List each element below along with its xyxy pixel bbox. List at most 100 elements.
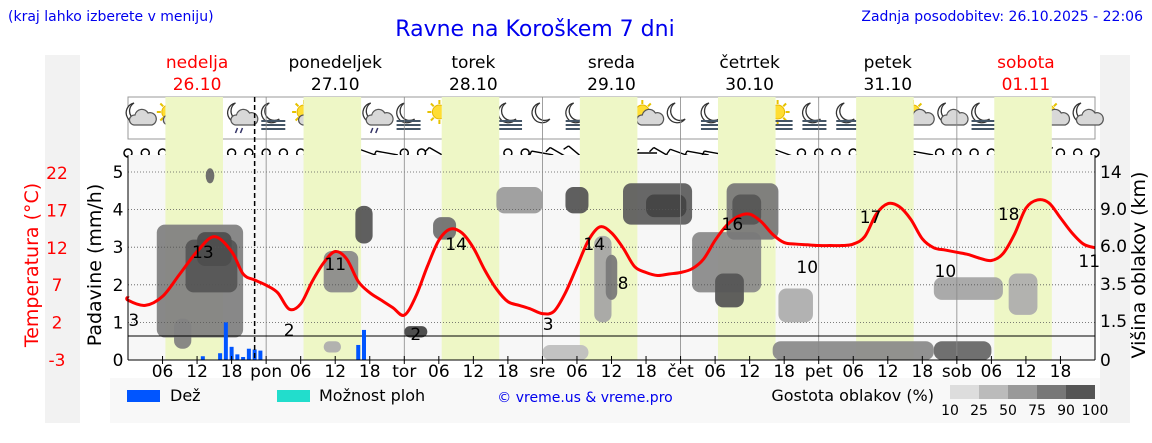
cloud-cell <box>205 168 215 184</box>
day-date: 31.10 <box>863 75 912 95</box>
x-tick-label: pon <box>250 362 282 382</box>
day-name: ponedeljek <box>288 53 382 73</box>
moon-shape <box>700 102 720 124</box>
wind-shaft <box>911 150 934 156</box>
cloud-cell <box>323 341 341 353</box>
cloud-cell <box>933 341 992 360</box>
moon-shape <box>801 102 821 124</box>
cloud-cell <box>933 277 1003 300</box>
cloud-shape <box>1075 108 1104 126</box>
x-tick-label: 06 <box>981 362 1003 382</box>
density-scale-label: 90 <box>1057 403 1075 419</box>
rain-bar <box>235 354 240 360</box>
rain-drop <box>370 127 374 134</box>
temperature-label: 8 <box>618 274 629 294</box>
temperature-tick-label: 17 <box>46 201 68 221</box>
day-date: 30.10 <box>725 75 774 95</box>
moon-fog-icon <box>801 102 827 130</box>
moon-icon <box>531 102 551 124</box>
cloud-shape <box>230 108 259 126</box>
temperature-label: 17 <box>860 208 882 228</box>
cloud-cell <box>404 326 428 338</box>
cloud-height-tick-label: 3.5 <box>1100 275 1127 295</box>
cloud-cell <box>605 254 618 300</box>
temperature-label: 10 <box>935 262 957 282</box>
day-name: torek <box>451 53 495 73</box>
day-name: nedelja <box>166 53 228 73</box>
wind-feather <box>563 145 569 150</box>
temperature-line <box>125 198 1096 317</box>
sun-ray <box>430 116 435 122</box>
precip-axis-title: Padavine (mm/h) <box>84 184 106 347</box>
cloud-shape <box>365 108 394 126</box>
legend-rain-label: Dež <box>170 386 201 405</box>
x-tick-label: 18 <box>912 362 934 382</box>
x-tick-label: tor <box>392 362 416 382</box>
x-tick-label: 12 <box>877 362 899 382</box>
rain-drop <box>234 127 239 134</box>
moon-rain-icon <box>362 102 394 134</box>
day-name: četrtek <box>719 53 780 73</box>
sun-ray <box>430 102 435 108</box>
moon-fog-icon <box>497 102 523 130</box>
temperature-series <box>125 198 1096 317</box>
day-name: sobota <box>997 53 1055 73</box>
rain-bar <box>223 322 228 360</box>
day-date: 26.10 <box>173 75 222 95</box>
daylight-band <box>303 97 362 360</box>
cloud-cell <box>565 187 589 214</box>
temperature-label: 14 <box>445 235 467 255</box>
cloud-shape <box>940 108 969 126</box>
sun-ray <box>159 102 164 108</box>
cloud-height-tick-label: 14 <box>1100 163 1122 183</box>
temperature-tick-label: 2 <box>52 314 63 334</box>
wind-shaft <box>686 150 709 156</box>
moon-fog-icon <box>971 102 996 130</box>
rain-bar <box>200 356 205 360</box>
wind-feather <box>649 147 655 153</box>
moon-shape <box>531 102 551 124</box>
density-swatch <box>979 385 1008 399</box>
x-tick-label: 06 <box>290 362 312 382</box>
precip-tick-label: 2 <box>113 276 124 296</box>
x-tick-label: 18 <box>635 362 657 382</box>
temperature-label: 2 <box>410 325 421 345</box>
moon-shape <box>260 102 280 124</box>
moon-cloud-icon <box>125 102 157 126</box>
wind-shaft <box>376 150 398 156</box>
rain-drop <box>239 127 244 134</box>
cloud-cell <box>355 205 373 244</box>
daylight-band <box>994 97 1052 360</box>
cloud-cell <box>496 187 543 214</box>
credit-link[interactable]: © vreme.us & vreme.pro <box>497 390 672 406</box>
cloud-cell <box>1008 273 1038 315</box>
x-tick-label: pet <box>805 362 833 382</box>
moon-shape <box>835 102 855 124</box>
moon-shape <box>666 102 686 124</box>
temperature-label: 11 <box>1078 252 1100 272</box>
precip-tick-label: 0 <box>113 351 124 371</box>
temperature-label: 2 <box>284 321 295 341</box>
wind-feather <box>424 147 430 153</box>
cloud-height-tick-label: 9.0 <box>1100 200 1127 220</box>
cloud-height-tick-label: 1.5 <box>1100 312 1127 332</box>
sun-ray <box>1053 102 1058 108</box>
cloud-height-tick-label: 0 <box>1100 351 1111 371</box>
rain-bar <box>361 329 366 360</box>
temperature-tick-label: 12 <box>46 239 68 259</box>
menu-hint[interactable]: (kraj lahko izberete v meniju) <box>8 9 214 25</box>
rain-drop <box>375 127 379 134</box>
moon-rain-icon <box>227 102 259 134</box>
x-tick-label: 06 <box>842 362 864 382</box>
temperature-label: 11 <box>324 255 346 275</box>
x-tick-label: 06 <box>428 362 450 382</box>
day-date: 01.11 <box>1002 75 1051 95</box>
temperature-label: 3 <box>543 315 554 335</box>
x-tick-label: 12 <box>186 362 208 382</box>
day-date: 28.10 <box>449 75 498 95</box>
x-tick-label: 12 <box>739 362 761 382</box>
temperature-label: 3 <box>128 311 139 331</box>
x-tick-label: 12 <box>1015 362 1037 382</box>
